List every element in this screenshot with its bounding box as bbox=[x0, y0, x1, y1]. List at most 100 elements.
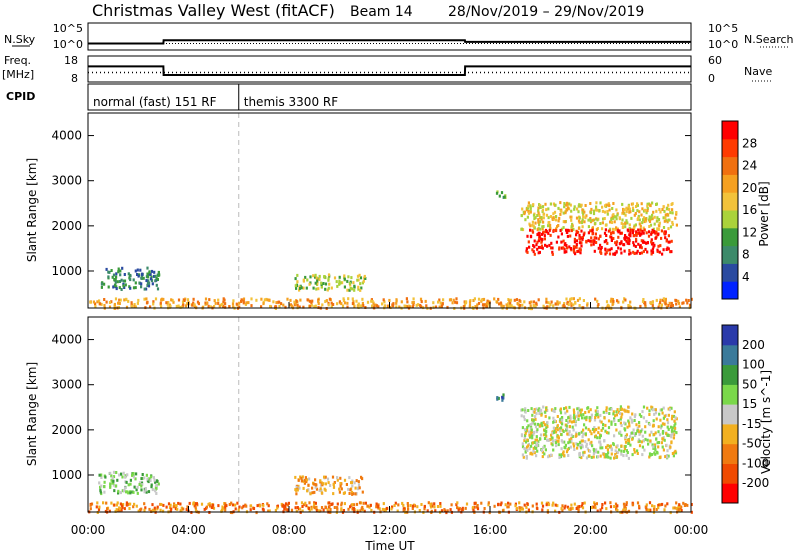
data-cell bbox=[400, 300, 403, 304]
data-cell bbox=[612, 202, 615, 205]
data-cell bbox=[599, 201, 602, 205]
data-cell bbox=[153, 478, 156, 482]
data-cell bbox=[449, 508, 452, 512]
data-cell bbox=[133, 485, 136, 489]
data-cell bbox=[615, 250, 618, 254]
data-cell bbox=[590, 236, 593, 240]
data-cell bbox=[536, 443, 539, 447]
data-cell bbox=[139, 268, 142, 272]
data-cell bbox=[624, 409, 627, 413]
data-cell bbox=[568, 430, 571, 434]
data-cell bbox=[568, 438, 571, 442]
data-cell bbox=[585, 239, 588, 243]
data-cell bbox=[528, 301, 531, 305]
data-cell bbox=[543, 444, 546, 448]
data-cell bbox=[569, 203, 572, 207]
data-cell bbox=[339, 482, 342, 485]
data-cell bbox=[687, 299, 690, 302]
data-cell bbox=[148, 507, 151, 511]
data-cell bbox=[640, 414, 643, 418]
data-cell bbox=[385, 506, 388, 510]
data-cell bbox=[125, 305, 129, 309]
data-cell bbox=[645, 241, 648, 245]
data-cell bbox=[555, 218, 558, 222]
data-cell bbox=[450, 503, 453, 507]
data-cell bbox=[615, 410, 618, 414]
data-cell bbox=[589, 239, 592, 243]
data-cell bbox=[621, 202, 624, 206]
data-cell bbox=[667, 427, 670, 431]
colorbar-swatch bbox=[722, 210, 738, 229]
data-cell bbox=[530, 300, 533, 304]
data-cell bbox=[331, 502, 334, 506]
colorbar-swatch bbox=[722, 263, 738, 282]
data-cell bbox=[641, 207, 644, 211]
data-cell bbox=[657, 218, 661, 221]
data-cell bbox=[308, 509, 311, 513]
data-cell bbox=[622, 502, 626, 506]
data-cell bbox=[644, 437, 647, 441]
data-cell bbox=[596, 455, 600, 459]
data-cell bbox=[624, 298, 627, 302]
data-cell bbox=[547, 301, 550, 305]
data-cell bbox=[651, 304, 654, 308]
data-cell bbox=[529, 423, 532, 427]
data-cell bbox=[432, 301, 435, 305]
data-cell bbox=[607, 451, 610, 455]
data-cell bbox=[598, 419, 602, 423]
data-cell bbox=[359, 288, 362, 292]
data-cell bbox=[601, 426, 605, 430]
data-cell bbox=[591, 228, 594, 232]
data-cell bbox=[90, 502, 94, 506]
data-cell bbox=[606, 444, 609, 448]
data-cell bbox=[562, 226, 565, 230]
data-cell bbox=[361, 508, 365, 512]
data-cell bbox=[674, 416, 677, 420]
data-cell bbox=[520, 434, 524, 438]
data-cell bbox=[578, 216, 581, 220]
data-cell bbox=[642, 405, 646, 409]
data-cell bbox=[118, 298, 121, 302]
data-cell bbox=[150, 279, 154, 283]
data-cell bbox=[613, 505, 616, 508]
data-cell bbox=[130, 304, 133, 308]
data-cell bbox=[577, 411, 580, 415]
data-cell bbox=[648, 413, 651, 416]
data-cell bbox=[575, 245, 578, 249]
data-cell bbox=[594, 450, 597, 454]
data-cell bbox=[560, 227, 563, 231]
data-cell bbox=[260, 305, 263, 309]
data-cell bbox=[516, 302, 519, 305]
data-cell bbox=[567, 416, 570, 420]
data-cell bbox=[621, 218, 624, 222]
data-cell bbox=[336, 478, 339, 482]
data-cell bbox=[531, 229, 534, 233]
data-cell bbox=[671, 432, 674, 436]
x-tick-label: 00:00 bbox=[71, 523, 106, 537]
data-cell bbox=[565, 419, 568, 422]
data-cell bbox=[669, 406, 672, 410]
data-cell bbox=[547, 439, 550, 442]
data-cell bbox=[103, 480, 106, 484]
data-cell bbox=[564, 211, 567, 215]
data-cell bbox=[614, 227, 617, 231]
data-cell bbox=[590, 413, 593, 417]
data-cell bbox=[351, 302, 354, 305]
data-cell bbox=[568, 405, 571, 409]
data-cell bbox=[369, 503, 372, 507]
data-cell bbox=[168, 506, 172, 510]
data-cell bbox=[155, 479, 159, 483]
data-cell bbox=[278, 304, 281, 308]
data-cell bbox=[498, 194, 501, 198]
data-cell bbox=[119, 298, 122, 302]
data-cell bbox=[473, 297, 476, 301]
data-cell bbox=[560, 418, 563, 422]
data-cell bbox=[330, 304, 333, 308]
data-cell bbox=[616, 450, 620, 454]
data-cell bbox=[529, 210, 532, 214]
data-cell bbox=[578, 408, 581, 412]
data-cell bbox=[536, 247, 539, 251]
data-cell bbox=[549, 224, 552, 227]
data-cell bbox=[609, 444, 612, 448]
